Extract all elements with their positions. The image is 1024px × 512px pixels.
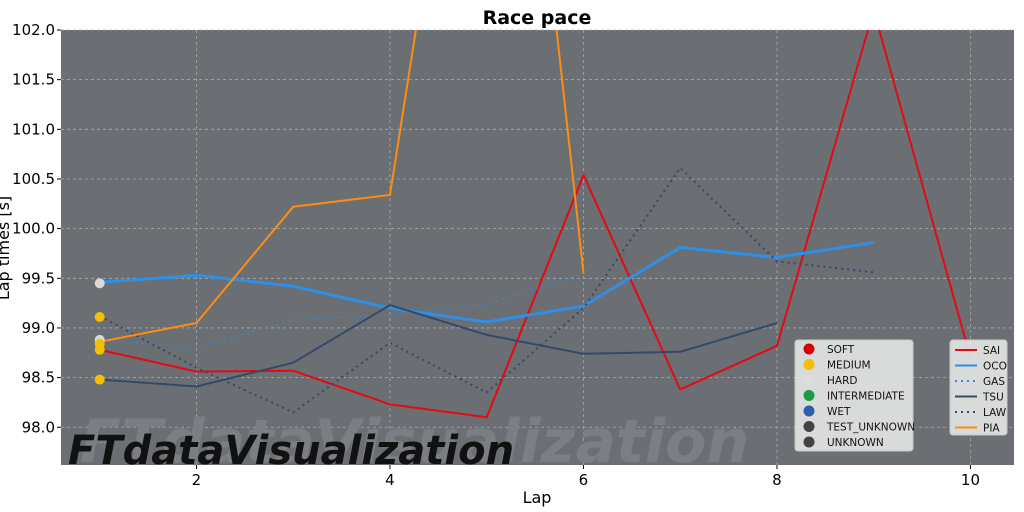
driver-legend-label: TSU [982,392,1004,404]
compound-legend-label: WET [827,406,851,418]
series-layer [99,30,972,419]
compound-legend-marker [803,374,815,386]
compound-legend-marker [803,405,815,417]
series-line-pia [99,30,585,343]
compound-legend-label: MEDIUM [827,360,871,372]
compound-legend-label: TEST_UNKNOWN [826,422,915,434]
x-tick-label: 8 [772,471,782,489]
watermark-ghost: FTdataVisualization [80,407,749,477]
x-axis-label: Lap [523,488,552,507]
compound-legend-marker [803,343,815,355]
y-axis: 98.0 98.5 99.0 99.5 100.0 100.5 101.0 101.5 102.… [12,21,61,436]
driver-legend: SAI OCO GAS TSU LAW PIA [949,339,1008,436]
tyre-marker-medium [94,312,105,323]
series-line-tsu [99,304,778,388]
compound-legend-marker [803,390,815,401]
driver-legend-box [949,339,1008,436]
tyre-marker-layer [94,278,105,385]
compound-legend-box [794,339,914,452]
compound-legend-label: UNKNOWN [827,437,884,449]
compound-legend-label: INTERMEDIATE [827,391,905,403]
driver-legend-label: PIA [983,423,1000,435]
y-tick-label: 99.5 [22,269,55,287]
x-tick-label: 6 [579,471,589,489]
compound-legend: SOFT MEDIUM HARD INTERMEDIATE WET TEST_UNKNOW… [794,339,915,452]
x-axis: 2 4 6 8 10 [192,465,980,489]
x-tick-label: 2 [192,471,202,489]
series-line-oco [99,241,874,324]
y-tick-label: 101.5 [12,71,55,89]
driver-legend-label: OCO [983,361,1007,373]
y-tick-label: 101.0 [12,120,55,138]
driver-legend-label: LAW [983,407,1007,419]
tyre-marker-medium [94,344,105,355]
compound-legend-marker [803,359,815,370]
compound-legend-marker [803,421,815,432]
y-tick-label: 98.0 [22,418,55,436]
y-tick-label: 99.0 [22,319,55,337]
y-tick-label: 100.0 [12,220,55,238]
series-line-law [99,167,874,414]
compound-legend-label: SOFT [827,344,855,356]
y-tick-label: 102.0 [12,21,55,39]
grid-lines [61,29,1014,465]
chart-title: Race pace [483,7,592,29]
series-line-gas [99,272,584,349]
tyre-marker-hard [94,278,105,289]
series-line-sai [99,30,972,419]
x-tick-label: 4 [385,471,395,489]
driver-legend-label: GAS [983,376,1005,388]
y-tick-label: 100.5 [12,170,55,188]
compound-legend-marker [803,436,815,448]
x-tick-label: 10 [961,471,980,489]
tyre-marker-medium [94,374,105,385]
driver-legend-label: SAI [983,345,1000,357]
y-tick-label: 98.5 [22,369,55,387]
y-axis-label: Lap times [s] [0,196,13,300]
watermark-layer: FTdataVisualization [80,407,749,477]
watermark: FTdataVisualization [68,428,514,474]
compound-legend-label: HARD [827,375,857,387]
